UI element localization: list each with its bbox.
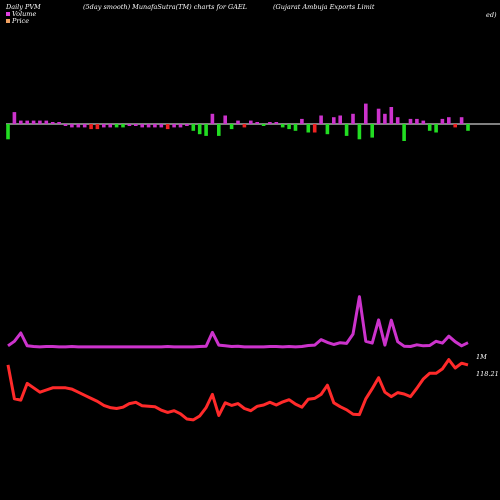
- volume-bar: [236, 120, 240, 124]
- volume-bar: [434, 124, 438, 133]
- header-company: (Gujarat Ambuja Exports Limit: [273, 3, 375, 11]
- header-company-cont: ed): [486, 11, 497, 19]
- volume-bar: [338, 115, 342, 124]
- volume-bar: [159, 124, 164, 128]
- volume-bar: [421, 120, 426, 124]
- volume-bar: [191, 124, 196, 131]
- volume-bar: [306, 124, 311, 133]
- volume-bar: [50, 122, 55, 124]
- legend-price-label: Price: [11, 17, 29, 25]
- header-left: Daily PVM: [5, 3, 41, 11]
- legend-volume-swatch: [6, 12, 10, 16]
- volume-bar: [146, 124, 151, 128]
- volume-bar: [12, 112, 17, 124]
- volume-bar: [76, 124, 81, 128]
- volume-bar: [344, 124, 349, 136]
- volume-bar: [376, 108, 381, 124]
- volume-bars: [6, 103, 470, 141]
- volume-bar: [325, 124, 330, 135]
- volume-bar: [114, 124, 119, 128]
- volume-bar: [6, 124, 10, 140]
- volume-end-label: 1M: [476, 353, 487, 361]
- volume-bar: [229, 124, 234, 130]
- volume-bar: [332, 117, 336, 124]
- volume-bar: [459, 117, 464, 124]
- volume-bar: [364, 103, 368, 124]
- volume-bar: [108, 124, 112, 128]
- volume-bar: [408, 118, 413, 124]
- volume-bar: [293, 124, 298, 131]
- volume-bar: [63, 124, 68, 126]
- chart-title: (5day smooth) MunafaSutra(TM) charts for…: [83, 3, 247, 11]
- volume-bar: [25, 120, 29, 124]
- volume-bar: [19, 120, 23, 124]
- volume-bar: [197, 124, 202, 135]
- volume-bar: [82, 124, 87, 128]
- volume-bar: [319, 115, 323, 124]
- volume-line: [7, 295, 469, 349]
- legend-price-swatch: [6, 19, 10, 23]
- volume-bar: [31, 120, 36, 124]
- volume-bar: [447, 117, 451, 124]
- volume-bar: [453, 124, 457, 128]
- volume-bar: [395, 117, 400, 124]
- volume-bar: [38, 120, 42, 124]
- volume-bar: [249, 120, 253, 124]
- volume-bar: [140, 124, 144, 128]
- volume-bar: [127, 124, 132, 126]
- volume-bar: [217, 124, 221, 136]
- volume-bar: [370, 124, 374, 138]
- volume-bar: [121, 124, 125, 128]
- volume-bar: [274, 122, 279, 124]
- volume-bar: [165, 124, 170, 130]
- volume-bar: [153, 124, 157, 128]
- volume-bar: [44, 120, 49, 124]
- volume-bar: [89, 124, 93, 130]
- price-line: [6, 358, 469, 422]
- volume-bar: [287, 124, 291, 130]
- volume-bar: [261, 124, 266, 126]
- volume-bar: [300, 118, 304, 124]
- volume-bar: [351, 113, 355, 124]
- volume-bar: [57, 122, 61, 124]
- volume-bar: [70, 124, 74, 128]
- volume-bar: [134, 124, 138, 126]
- volume-bar: [223, 115, 227, 124]
- volume-bar: [383, 113, 387, 124]
- volume-bar: [466, 124, 470, 131]
- volume-bar: [102, 124, 106, 128]
- volume-bar: [440, 118, 445, 124]
- volume-bar: [280, 124, 285, 128]
- volume-bar: [210, 113, 215, 124]
- volume-bar: [389, 107, 394, 124]
- volume-bar: [268, 122, 272, 124]
- legend-volume-label: Volume: [12, 10, 36, 18]
- volume-bar: [204, 124, 208, 136]
- volume-bar: [185, 124, 189, 126]
- volume-bar: [357, 124, 362, 140]
- volume-bar: [178, 124, 183, 128]
- volume-bar: [172, 124, 176, 128]
- volume-bar: [255, 122, 259, 124]
- volume-bar: [242, 124, 247, 128]
- volume-bar: [312, 124, 317, 133]
- volume-bar: [415, 118, 419, 124]
- volume-bar: [427, 124, 432, 131]
- price-end-label: 118.21: [476, 370, 499, 378]
- volume-bar: [402, 124, 406, 141]
- volume-bar: [95, 124, 100, 130]
